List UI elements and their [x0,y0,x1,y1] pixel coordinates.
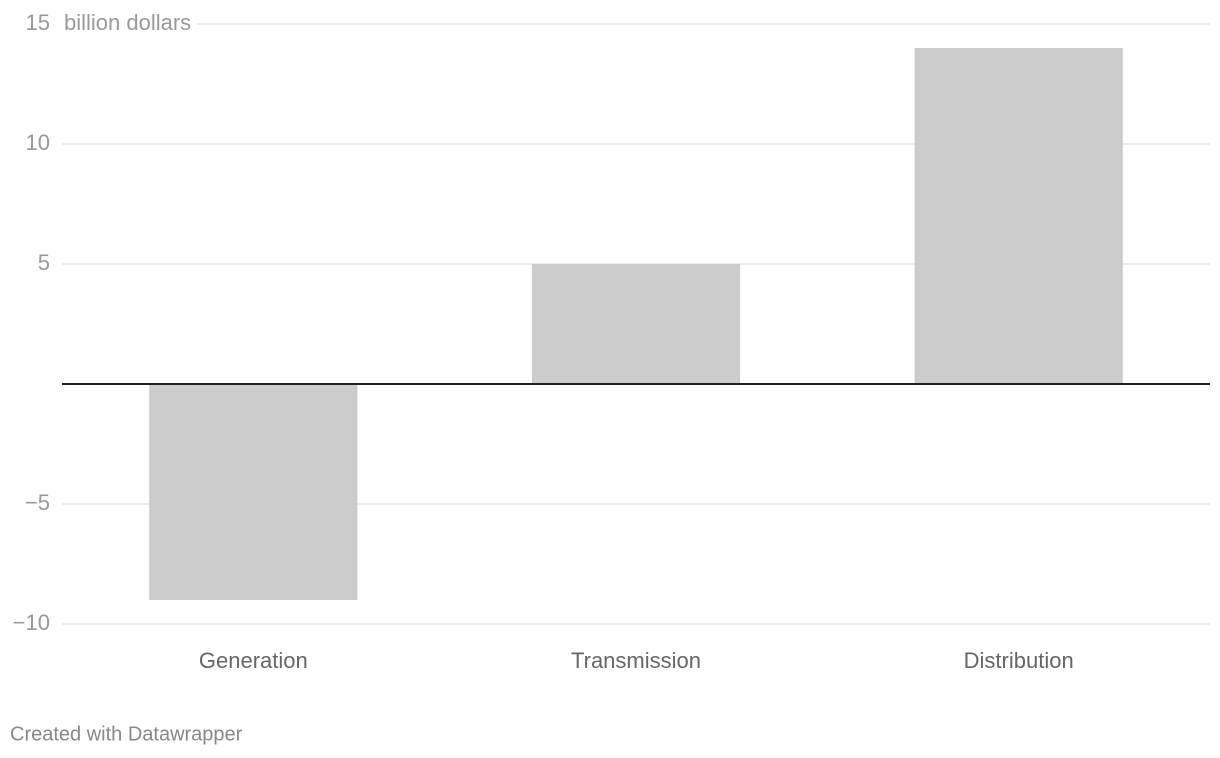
credit: Created with Datawrapper [10,723,243,745]
y-axis-label: billion dollars [64,10,191,35]
x-tick-label: Transmission [571,648,701,673]
y-tick-label: 5 [38,250,50,275]
y-tick-label: −5 [25,490,50,515]
y-tick-label: 15 [26,10,50,35]
bar [149,384,358,600]
y-tick-label: 10 [26,130,50,155]
y-tick-label: −10 [13,610,50,635]
bar [531,264,741,384]
bar [914,48,1123,384]
x-tick-label: Distribution [964,648,1074,673]
x-tick-label: Generation [199,648,308,673]
